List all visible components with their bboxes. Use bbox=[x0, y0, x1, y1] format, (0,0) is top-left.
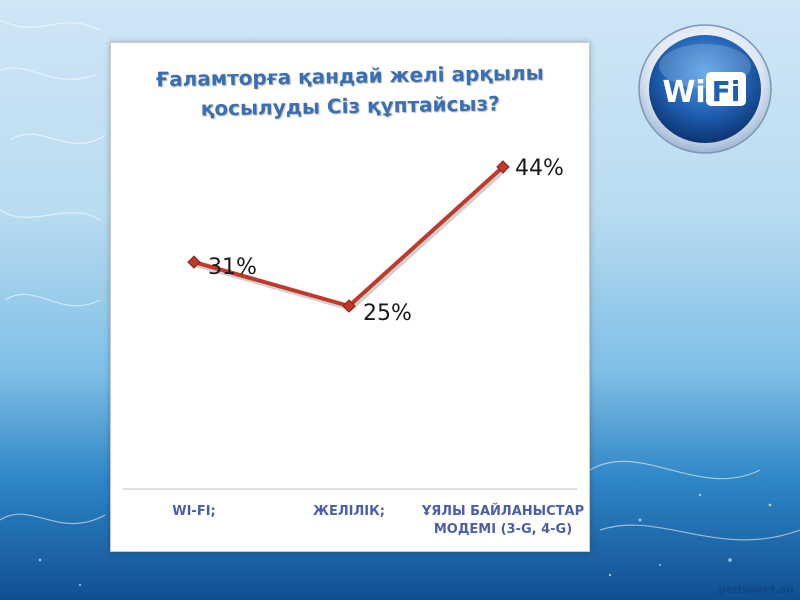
series-line bbox=[193, 165, 505, 308]
category-label-line: WI-FI; bbox=[172, 504, 216, 519]
data-label: 31% bbox=[208, 255, 257, 280]
watermark: pedsovet.su bbox=[718, 583, 794, 596]
category-label-line: МОДЕМІ (3-G, 4-G) bbox=[434, 522, 572, 537]
badge-text-wi: Wi bbox=[662, 75, 705, 110]
category-label-line: ЖЕЛІЛІК; bbox=[313, 504, 385, 519]
data-label: 25% bbox=[363, 301, 412, 326]
line-chart: 31% 25% 44% WI-FI; ЖЕЛІЛІК; ҰЯЛЫ БАЙЛАНЫСТАР М… bbox=[123, 156, 584, 537]
data-point-marker bbox=[496, 160, 510, 174]
data-point-marker bbox=[342, 299, 356, 313]
data-label: 44% bbox=[515, 156, 564, 181]
series-line-shadow bbox=[195, 168, 507, 312]
wifi-logo-icon: Wi Fi bbox=[638, 24, 772, 154]
category-label: WI-FI; bbox=[172, 504, 216, 519]
category-label: ҰЯЛЫ БАЙЛАНЫСТАР МОДЕМІ (3-G, 4-G) bbox=[421, 503, 584, 537]
data-point-marker bbox=[187, 255, 201, 269]
category-label: ЖЕЛІЛІК; bbox=[313, 504, 385, 519]
chart-panel: Ғаламторға қандай желі арқылы қосылуды С… bbox=[110, 42, 590, 552]
badge-text-fi: Fi bbox=[712, 75, 741, 108]
category-label-line: ҰЯЛЫ БАЙЛАНЫСТАР bbox=[421, 503, 584, 519]
